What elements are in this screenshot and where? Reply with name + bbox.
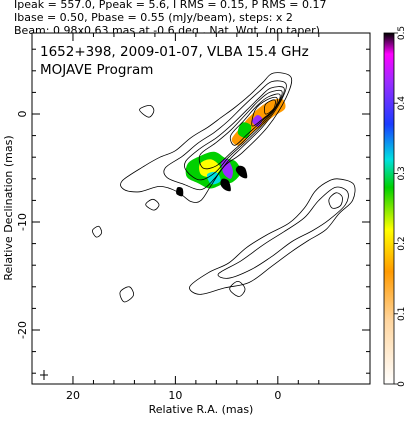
x-tick-label: 10 <box>168 389 182 402</box>
contour-line <box>229 280 246 297</box>
x-tick-label: 0 <box>274 389 281 402</box>
contour-line <box>139 104 155 118</box>
polarization-patch <box>252 115 263 128</box>
y-tick-label: 0 <box>16 111 29 118</box>
contour-line <box>217 186 349 279</box>
colorbar-tick-label: 0 <box>397 381 407 387</box>
contour-line <box>229 93 281 146</box>
colorbar-tick-label: 0.3 <box>397 166 407 180</box>
colorbar-ticks: 0 0.1 0.2 0.3 0.4 0.5 <box>394 26 407 387</box>
x-tick-labels: 20 10 0 <box>66 389 281 402</box>
colorbar-gradient <box>383 32 395 385</box>
map-subtitle: MOJAVE Program <box>40 62 153 78</box>
contour-line <box>183 86 285 181</box>
colorbar-tick-label: 0.2 <box>397 236 407 250</box>
map-title: 1652+398, 2009-01-07, VLBA 15.4 GHz <box>40 44 309 60</box>
plot-frame <box>31 32 371 385</box>
contour-line <box>119 286 134 303</box>
contour-line <box>163 80 287 191</box>
polarization-patch <box>220 178 231 192</box>
plot-area: 1652+398, 2009-01-07, VLBA 15.4 GHz MOJA… <box>31 32 371 385</box>
y-tick-labels: 0 -10 -20 <box>16 111 29 339</box>
axis-ticks <box>32 33 370 384</box>
colorbar-tick-label: 0.5 <box>397 26 407 40</box>
contour-line <box>189 178 356 295</box>
y-tick-label: -20 <box>16 321 29 339</box>
colorbar-tick-label: 0.4 <box>397 96 407 111</box>
contour-lines <box>91 72 356 303</box>
polarization-patch <box>235 165 248 179</box>
polarization-patch <box>221 158 233 179</box>
colorbar: 0 0.1 0.2 0.3 0.4 0.5 <box>383 26 407 387</box>
y-tick-label: -10 <box>16 213 29 231</box>
header-line-2: Ibase = 0.50, Pbase = 0.55 (mJy/beam), s… <box>14 11 293 24</box>
contour-line <box>145 198 160 211</box>
x-axis-label: Relative R.A. (mas) <box>149 403 254 416</box>
beam-marker <box>40 370 48 380</box>
contour-line <box>91 225 103 238</box>
colorbar-tick-label: 0.1 <box>397 307 407 321</box>
contour-line <box>120 72 293 203</box>
contour-line <box>251 96 278 127</box>
header-line-1: Ipeak = 557.0, Ppeak = 5.6, I RMS = 0.15… <box>14 0 327 11</box>
contour-line <box>264 99 276 115</box>
y-axis-label: Relative Declination (mas) <box>2 135 15 280</box>
contour-line <box>198 89 283 170</box>
x-tick-label: 20 <box>66 389 80 402</box>
contour-line <box>328 192 343 209</box>
